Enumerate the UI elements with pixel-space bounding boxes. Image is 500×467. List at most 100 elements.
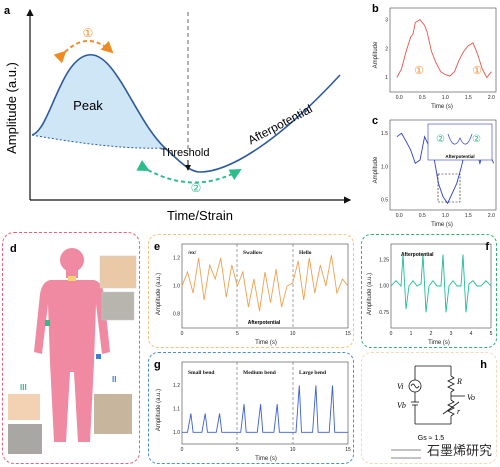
circuit-wires: [408, 365, 465, 424]
g-segment-2: Medium bend: [243, 370, 276, 376]
panel-letter-h: h: [480, 359, 487, 371]
f-xtick-3: 3: [449, 331, 452, 337]
marker-2-arrow: [136, 160, 242, 184]
finger-sensor: [95, 353, 101, 359]
b-xtick-2: 1.0: [442, 95, 449, 101]
circuit-vi: Vi: [397, 382, 404, 391]
c-ytick-2: 1.5: [381, 131, 388, 137]
g-plot-frame: [181, 361, 348, 444]
watermark: 石墨烯研究: [424, 440, 494, 459]
b-xtick-0: 0.0: [396, 95, 403, 101]
threshold-label: Threshold: [161, 147, 210, 159]
marker-2: ②: [191, 181, 202, 195]
marker-1: ①: [83, 26, 94, 40]
a-xlabel: Time/Strain: [167, 208, 233, 223]
b-ytick-1: 2: [385, 46, 388, 52]
e-annotation: Afterpotential: [247, 320, 280, 326]
panel-letter-d: d: [10, 243, 17, 255]
c-inset-curve: [447, 133, 473, 145]
panel-a-figure: a Amplitude (a.u.) Time/Strain Threshold…: [4, 5, 352, 223]
e-ylabel: Amplitude (a.u.): [156, 272, 162, 314]
c-xtick-2: 1.0: [442, 213, 449, 219]
e-xtick-2: 10: [289, 331, 295, 337]
a-ylabel: Amplitude (a.u.): [4, 62, 19, 154]
panel-e-chart: e Amplitude (a.u.) Time (s) /ex/ Swallow…: [154, 241, 351, 346]
panel-h-circuit: h Vi R Vb r Vo Gs ≈ 1.5: [390, 359, 487, 458]
peak-label: Peak: [73, 98, 103, 113]
c-xtick-1: 0.5: [419, 213, 426, 219]
c-ytick-1: 1.0: [381, 164, 388, 170]
g-xtick-2: 10: [289, 447, 295, 453]
arm-sensor-photo: [7, 423, 42, 454]
b-xtick-1: 0.5: [419, 95, 426, 101]
b-plot-frame: [389, 7, 497, 93]
throat-sensor-photo: [101, 291, 134, 320]
g-ytick-0: 1.0: [173, 429, 180, 435]
c-plot-frame: [389, 119, 497, 211]
f-ytick-0: 0.75: [379, 309, 389, 315]
panel-letter-f: f: [485, 241, 489, 253]
c-inset-marker-right: ②: [472, 134, 481, 145]
f-ytick-1: 1.00: [379, 283, 389, 289]
panel-g: g Amplitude (a.u.) Time (s) Small bend M…: [148, 352, 354, 464]
human-body-silhouette: [33, 247, 110, 442]
panel-g-chart: g Amplitude (a.u.) Time (s) Small bend M…: [154, 359, 351, 462]
label-ii: II: [112, 375, 116, 384]
panel-letter-c: c: [372, 115, 378, 127]
e-ytick-1: 1.0: [173, 283, 180, 289]
panel-b: b Amplitude Time (s) 0.0 0.5 1.0 1.5 2.0 1 2 3 …: [370, 0, 500, 112]
b-marker-right: ①: [472, 65, 482, 77]
f-ytick-2: 1.25: [379, 257, 389, 263]
g-segment-3: Large bend: [299, 370, 326, 376]
elbow-photo: [7, 393, 40, 420]
afterpotential-label: Afterpotential: [246, 102, 315, 148]
g-segment-1: Small bend: [188, 370, 214, 376]
c-xtick-3: 1.5: [465, 213, 472, 219]
e-ytick-2: 1.2: [173, 255, 180, 261]
panel-d: d III II: [2, 232, 140, 464]
panel-letter-g: g: [154, 359, 161, 371]
neck-photo: [99, 255, 136, 288]
action-potential-curve: [31, 54, 341, 173]
e-xtick-3: 15: [345, 331, 351, 337]
b-ytick-0: 1: [385, 75, 388, 81]
c-inset-label: Afterpotential: [445, 154, 474, 159]
c-xlabel: Time (s): [431, 222, 453, 228]
e-ytick-0: 0.8: [173, 311, 180, 317]
panel-c-chart: c Amplitude Time (s) 0.0 0.5 1.0 1.5 2.0 0.5 1…: [372, 115, 497, 228]
panel-letter-a: a: [4, 5, 11, 17]
panel-b-chart: b Amplitude Time (s) 0.0 0.5 1.0 1.5 2.0123 …: [372, 3, 497, 110]
label-iii: III: [20, 383, 27, 392]
f-annotation: Afterpotential: [401, 252, 434, 258]
g-series-line: [181, 384, 348, 433]
g-xtick-3: 15: [345, 447, 351, 453]
e-xlabel: Time (s): [255, 340, 277, 346]
f-xtick-4: 4: [469, 331, 472, 337]
circuit-gain: Gs ≈ 1.5: [417, 435, 444, 442]
f-xtick-5: 5: [489, 331, 492, 337]
panel-letter-e: e: [154, 241, 160, 253]
c-inset: [427, 123, 493, 161]
panel-letter-b: b: [372, 3, 379, 15]
g-ytick-2: 1.2: [173, 383, 180, 389]
e-plot-frame: [181, 243, 348, 328]
c-inset-marker-left: ②: [436, 134, 445, 145]
c-ytick-0: 0.5: [381, 198, 388, 204]
c-ylabel: Amplitude: [373, 156, 379, 183]
arm-sensor: [44, 319, 50, 326]
g-ytick-1: 1.1: [173, 406, 180, 412]
f-xtick-1: 1: [409, 331, 412, 337]
f-ylabel: Amplitude (a.u.): [367, 272, 373, 314]
e-segment-1: /ex/: [187, 250, 197, 256]
e-xtick-1: 5: [235, 331, 238, 337]
panel-a: a Amplitude (a.u.) Time/Strain Threshold…: [0, 0, 370, 230]
c-xtick-0: 0.0: [396, 213, 403, 219]
g-ylabel: Amplitude (a.u.): [156, 388, 162, 430]
f-series-line: [390, 253, 491, 312]
circuit-vb: Vb: [397, 401, 406, 410]
circuit-bottom-wires: [390, 449, 421, 458]
panel-e: e Amplitude (a.u.) Time (s) /ex/ Swallow…: [148, 234, 354, 348]
marker-1-arrow: [53, 40, 114, 64]
b-xlabel: Time (s): [431, 104, 453, 110]
f-xlabel: Time (s): [428, 340, 450, 346]
